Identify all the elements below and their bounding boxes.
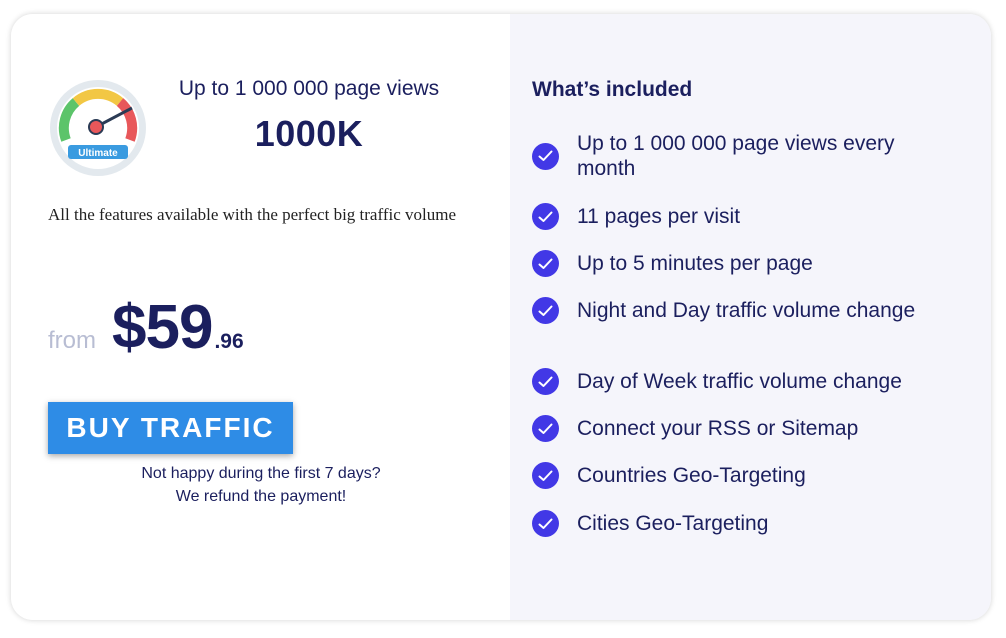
refund-note-line2: We refund the payment! (175, 488, 347, 505)
price-amount: $59 (112, 293, 213, 362)
feature-label: Up to 5 minutes per page (577, 252, 813, 275)
list-item: Day of Week traffic volume change (532, 368, 972, 395)
check-circle-icon (532, 203, 559, 230)
feature-label: Countries Geo-Targeting (577, 464, 806, 487)
list-item: Cities Geo-Targeting (532, 510, 972, 537)
feature-label: Cities Geo-Targeting (577, 512, 769, 535)
plan-views-short: 1000K (254, 113, 364, 154)
list-item: Connect your RSS or Sitemap (532, 415, 972, 442)
refund-note: Not happy during the first 7 days? We re… (101, 462, 421, 508)
plan-description: All the features available with the perf… (48, 205, 456, 224)
price-prefix: from (48, 327, 96, 354)
speedometer-gauge-icon: Ultimate (50, 80, 146, 176)
list-item: Night and Day traffic volume change (532, 297, 972, 324)
check-circle-icon (532, 142, 559, 170)
check-circle-icon (532, 368, 559, 395)
price: from $59 .96 (48, 292, 244, 362)
check-circle-icon (532, 510, 559, 537)
feature-label: Night and Day traffic volume change (577, 299, 916, 322)
check-circle-icon (532, 462, 559, 489)
list-item: Up to 1 000 000 page views every month (532, 131, 972, 181)
feature-label: 11 pages per visit (577, 205, 741, 228)
check-circle-icon (532, 415, 559, 442)
buy-traffic-button[interactable]: BUY TRAFFIC (48, 402, 293, 454)
plan-panel: Ultimate Up to 1 000 000 page views 1000… (11, 14, 510, 620)
list-item: Up to 5 minutes per page (532, 250, 972, 277)
included-title: What’s included (532, 78, 693, 101)
included-panel: What’s included Up to 1 000 000 page vie… (510, 14, 991, 620)
list-item: 11 pages per visit (532, 203, 972, 230)
feature-label: Up to 1 000 000 page views every month (577, 132, 895, 180)
check-circle-icon (532, 250, 559, 277)
feature-label: Connect your RSS or Sitemap (577, 417, 859, 440)
price-cents: .96 (214, 330, 244, 353)
refund-note-line1: Not happy during the first 7 days? (141, 465, 381, 482)
gauge-badge-label: Ultimate (78, 148, 118, 159)
plan-views-heading: Up to 1 000 000 page views (178, 77, 440, 100)
list-item: Countries Geo-Targeting (532, 462, 972, 489)
check-circle-icon (532, 297, 559, 324)
pricing-card: Ultimate Up to 1 000 000 page views 1000… (11, 14, 991, 620)
feature-label: Day of Week traffic volume change (577, 370, 902, 393)
